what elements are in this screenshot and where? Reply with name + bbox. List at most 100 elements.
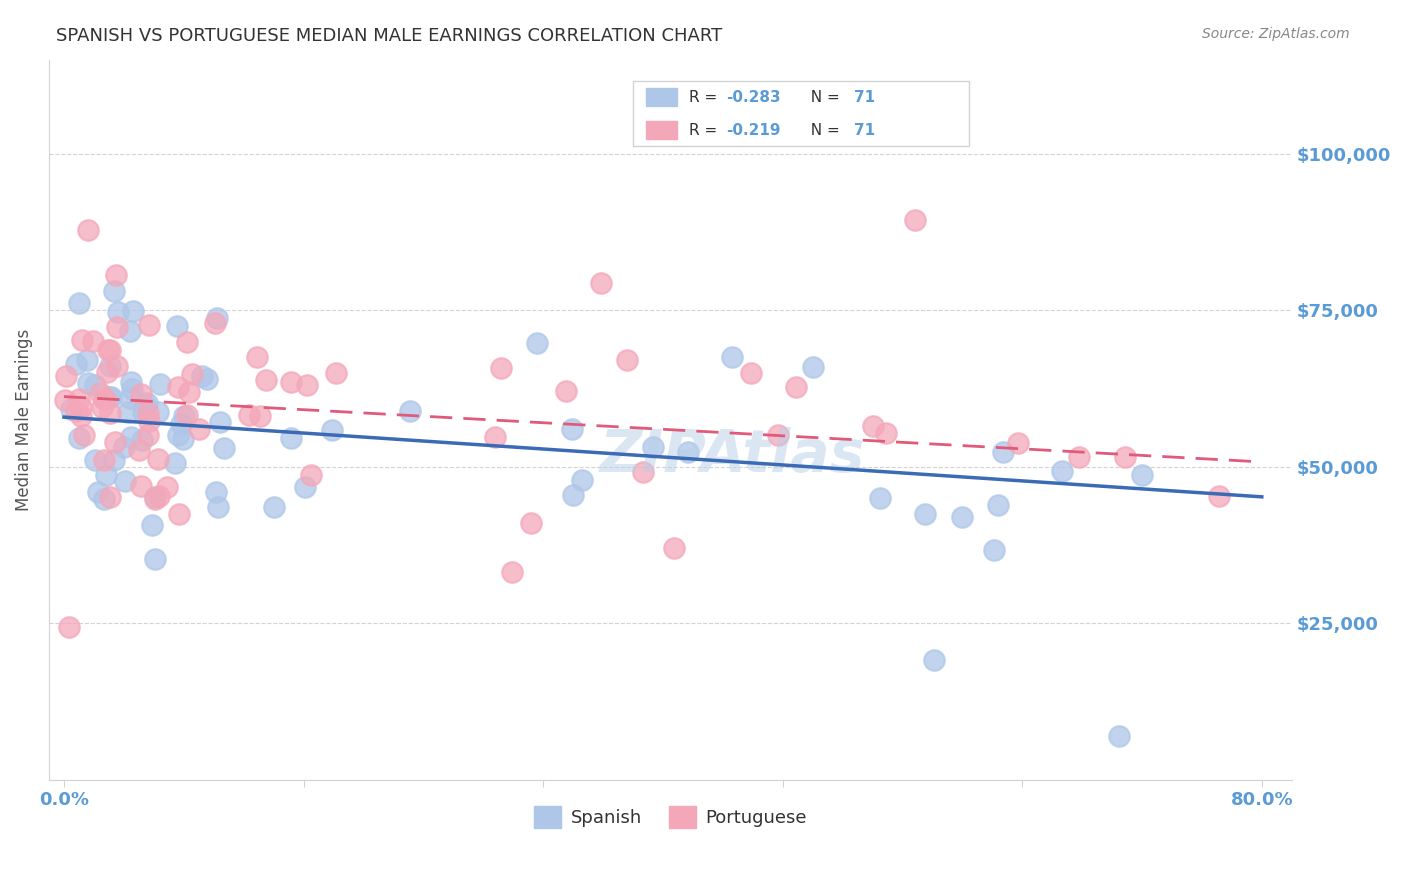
Portuguese: [875, 425, 897, 440]
Spanish: [65, 357, 87, 371]
Portuguese: [156, 479, 179, 493]
Text: 71: 71: [855, 90, 876, 105]
Portuguese: [631, 465, 654, 479]
Text: ZIPAtlas: ZIPAtlas: [600, 427, 865, 484]
Spanish: [148, 404, 170, 418]
Spanish: [107, 304, 129, 318]
Portuguese: [77, 223, 100, 237]
Portuguese: [1208, 489, 1230, 503]
Spanish: [76, 353, 98, 368]
Portuguese: [167, 507, 190, 521]
Spanish: [398, 404, 420, 418]
Spanish: [112, 440, 135, 454]
Portuguese: [238, 408, 260, 422]
Spanish: [1050, 464, 1073, 478]
Bar: [645, 120, 676, 139]
Spanish: [136, 395, 159, 409]
Spanish: [100, 390, 122, 404]
Spanish: [1108, 729, 1130, 743]
Y-axis label: Median Male Earnings: Median Male Earnings: [15, 328, 32, 511]
Portuguese: [138, 318, 160, 332]
Portuguese: [187, 422, 209, 436]
Spanish: [67, 431, 90, 445]
Spanish: [132, 405, 155, 419]
Portuguese: [55, 368, 77, 383]
Text: -0.283: -0.283: [727, 90, 780, 105]
Spanish: [571, 473, 593, 487]
Portuguese: [104, 435, 127, 450]
Spanish: [117, 405, 139, 419]
Spanish: [131, 433, 153, 447]
Portuguese: [519, 516, 541, 530]
Portuguese: [70, 333, 93, 347]
FancyBboxPatch shape: [633, 81, 969, 146]
Portuguese: [97, 343, 120, 358]
Spanish: [922, 653, 945, 667]
Spanish: [205, 485, 228, 500]
Portuguese: [143, 492, 166, 507]
Portuguese: [93, 392, 115, 406]
Text: R =: R =: [689, 123, 723, 137]
Portuguese: [98, 406, 121, 420]
Portuguese: [105, 320, 128, 334]
Portuguese: [82, 334, 104, 349]
Portuguese: [67, 392, 90, 406]
Spanish: [983, 542, 1005, 557]
Portuguese: [180, 367, 202, 381]
Portuguese: [176, 408, 198, 422]
Spanish: [77, 376, 100, 390]
Portuguese: [862, 418, 884, 433]
Text: R =: R =: [689, 90, 723, 105]
Spanish: [122, 303, 145, 318]
Spanish: [914, 508, 936, 522]
Portuguese: [1067, 450, 1090, 465]
Spanish: [209, 415, 232, 429]
Portuguese: [129, 479, 152, 493]
Portuguese: [70, 409, 93, 424]
Spanish: [118, 324, 141, 338]
Text: N =: N =: [801, 123, 845, 137]
Portuguese: [177, 384, 200, 399]
Spanish: [641, 440, 664, 454]
Spanish: [166, 318, 188, 333]
Spanish: [195, 372, 218, 386]
Portuguese: [555, 384, 578, 398]
Spanish: [280, 431, 302, 445]
Portuguese: [93, 392, 115, 407]
Portuguese: [104, 268, 127, 282]
Portuguese: [785, 380, 807, 394]
Portuguese: [72, 428, 94, 442]
Spanish: [173, 409, 195, 423]
Spanish: [561, 488, 583, 502]
Text: SPANISH VS PORTUGUESE MEDIAN MALE EARNINGS CORRELATION CHART: SPANISH VS PORTUGUESE MEDIAN MALE EARNIN…: [56, 27, 723, 45]
Portuguese: [91, 401, 114, 415]
Spanish: [214, 441, 236, 455]
Portuguese: [70, 400, 93, 414]
Portuguese: [204, 316, 226, 330]
Portuguese: [740, 366, 762, 380]
Portuguese: [89, 385, 111, 400]
Spanish: [720, 350, 742, 364]
Spanish: [950, 509, 973, 524]
Portuguese: [98, 490, 121, 504]
Portuguese: [105, 359, 128, 373]
Spanish: [263, 500, 285, 514]
Portuguese: [65, 403, 87, 417]
Spanish: [149, 376, 172, 391]
Spanish: [60, 402, 83, 417]
Spanish: [87, 484, 110, 499]
Portuguese: [254, 373, 277, 387]
Spanish: [869, 491, 891, 505]
Spanish: [103, 453, 125, 467]
Spanish: [97, 390, 120, 404]
Portuguese: [280, 375, 302, 389]
Spanish: [166, 428, 188, 442]
Spanish: [67, 295, 90, 310]
Portuguese: [589, 276, 612, 290]
Spanish: [191, 368, 214, 383]
Portuguese: [249, 409, 271, 423]
Spanish: [991, 444, 1014, 458]
Text: 71: 71: [855, 123, 876, 137]
Spanish: [987, 498, 1010, 512]
Portuguese: [98, 343, 121, 358]
